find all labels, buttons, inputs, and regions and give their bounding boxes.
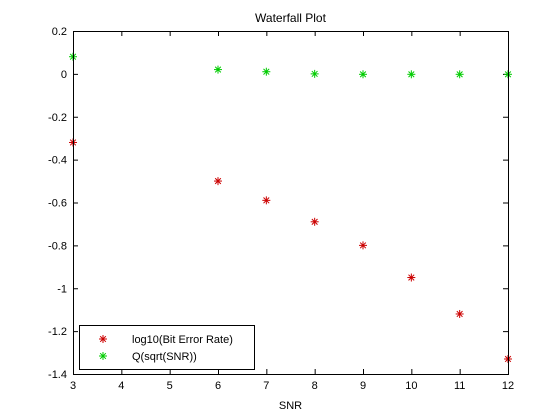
marker-stroke (214, 177, 222, 185)
data-point-q-sqrt-snr (214, 65, 222, 74)
y-tick-label: -0.8 (48, 240, 67, 252)
data-point-q-sqrt-snr (407, 70, 416, 79)
data-point-bit-error-rate (262, 196, 271, 205)
y-tick-label: -1.2 (48, 326, 67, 338)
x-tick-label: 3 (70, 380, 76, 392)
marker-stroke (359, 242, 367, 249)
x-tick-label: 6 (215, 380, 221, 392)
y-tick-label: -1.4 (48, 369, 67, 381)
y-tick-label: 0.2 (52, 26, 67, 38)
x-tick-label: 9 (360, 380, 366, 392)
axis-ticks: 3 4 5 6 7 8 9 10 11 12 0.2 0 -0.2 -0.4 -0.6 -0.8 -1 -1.2 -… (48, 26, 514, 392)
legend-items: log10(Bit Error Rate) Q(sqrt(SNR)) (99, 334, 233, 363)
marker-stroke (214, 66, 222, 73)
marker-stroke (408, 71, 415, 78)
legend-marker-q-sqrt-snr (99, 352, 107, 360)
marker-stroke (456, 71, 463, 78)
x-tick-label: 8 (312, 380, 318, 392)
legend-marker-bit-error-rate (99, 335, 107, 343)
marker-stroke (311, 70, 318, 78)
legend-box (79, 325, 255, 370)
plot-border (73, 31, 509, 375)
marker-stroke (99, 335, 107, 343)
x-tick-label: 7 (263, 380, 269, 392)
x-tick-label: 4 (118, 380, 124, 392)
legend-label-bit-error-rate: log10(Bit Error Rate) (132, 334, 233, 346)
chart-title: Waterfall Plot (255, 11, 327, 25)
x-tick-label: 10 (405, 380, 417, 392)
marker-stroke (311, 218, 318, 225)
legend: log10(Bit Error Rate) Q(sqrt(SNR)) (79, 325, 255, 370)
marker-stroke (263, 197, 270, 204)
marker-stroke (456, 310, 463, 318)
marker-stroke (99, 352, 107, 360)
data-point-q-sqrt-snr (262, 67, 271, 76)
x-tick-label: 5 (167, 380, 173, 392)
data-point-q-sqrt-snr (455, 70, 464, 79)
data-point-bit-error-rate (214, 177, 222, 186)
data-point-bit-error-rate (310, 217, 319, 226)
y-tick-label: -0.4 (48, 155, 67, 167)
marker-stroke (263, 68, 270, 75)
legend-label-q-sqrt-snr: Q(sqrt(SNR)) (132, 351, 197, 363)
marker-stroke (408, 274, 415, 281)
data-point-q-sqrt-snr (359, 70, 367, 79)
data-point-bit-error-rate (455, 309, 464, 318)
plot-area (73, 31, 508, 374)
data-point-bit-error-rate (407, 273, 416, 282)
y-tick-label: 0 (61, 69, 67, 81)
y-tick-label: -1 (57, 283, 67, 295)
y-tick-label: -0.6 (48, 198, 67, 210)
marker-stroke (359, 71, 367, 78)
y-tick-label: -0.2 (48, 112, 67, 124)
data-point-q-sqrt-snr (310, 69, 319, 78)
x-tick-label: 11 (454, 380, 465, 392)
data-point-bit-error-rate (359, 241, 367, 250)
x-tick-label: 12 (502, 380, 514, 392)
x-axis-label: SNR (279, 400, 302, 412)
